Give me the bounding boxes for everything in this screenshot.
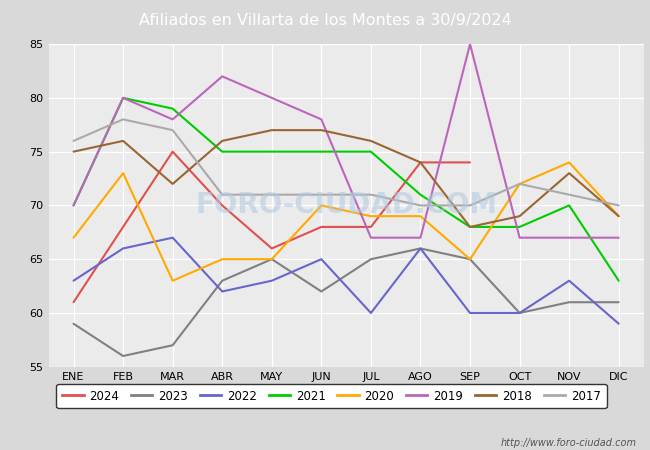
Text: FORO-CIUDAD.COM: FORO-CIUDAD.COM <box>195 191 497 220</box>
Text: Afiliados en Villarta de los Montes a 30/9/2024: Afiliados en Villarta de los Montes a 30… <box>138 13 512 28</box>
Legend: 2024, 2023, 2022, 2021, 2020, 2019, 2018, 2017: 2024, 2023, 2022, 2021, 2020, 2019, 2018… <box>57 383 606 409</box>
Text: http://www.foro-ciudad.com: http://www.foro-ciudad.com <box>501 438 637 448</box>
